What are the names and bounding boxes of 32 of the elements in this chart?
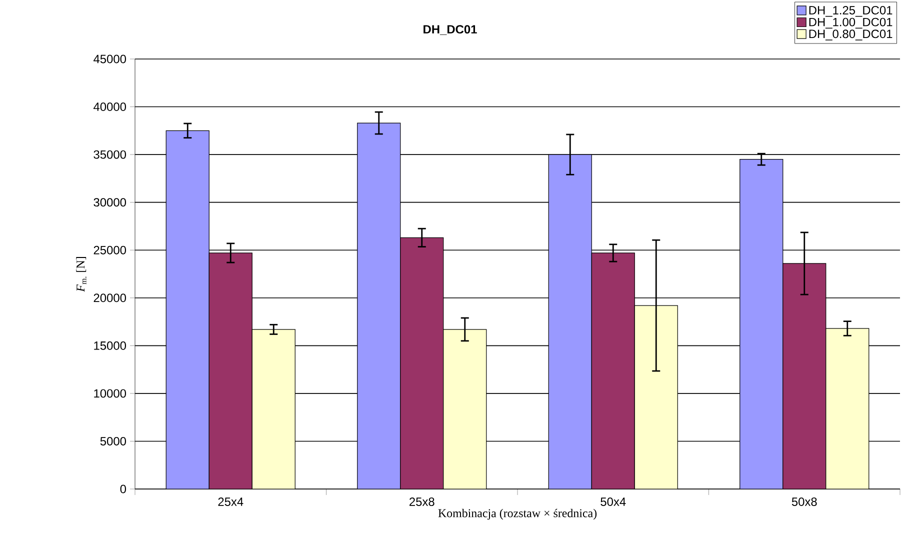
x-tick-label: 50x8: [792, 498, 817, 506]
bar: [209, 252, 252, 489]
y-axis-title: F$_{m.}$ [N]: [76, 257, 86, 292]
y-tick-label: 5000: [100, 436, 126, 446]
bar: [826, 328, 870, 489]
y-tick-label: 30000: [94, 198, 126, 207]
bar: [443, 329, 486, 489]
legend-label: DH_0.80_DC01: [809, 30, 892, 40]
y-tick-label: 15000: [94, 341, 126, 350]
y-tick-label: 40000: [94, 102, 126, 111]
bar: [740, 159, 784, 489]
y-tick-label: 20000: [94, 294, 126, 302]
chart-title: DH_DC01: [424, 25, 477, 35]
bar: [782, 263, 826, 489]
x-axis-title: Kombinacja (rozstaw × średnica): [438, 508, 597, 520]
bar: [252, 329, 296, 489]
bar: [166, 130, 210, 489]
legend-label: DH_1.25_DC01: [809, 6, 892, 17]
bar: [592, 252, 635, 489]
y-tick-label: 0: [120, 484, 126, 494]
y-tick-label: 45000: [94, 54, 126, 64]
bar: [400, 238, 444, 489]
y-tick-label: 25000: [94, 246, 126, 254]
y-tick-label: 35000: [94, 150, 126, 159]
y-tick-label: 10000: [94, 389, 126, 398]
x-tick-label: 25x4: [218, 498, 244, 506]
x-tick-label: 25x8: [410, 498, 434, 506]
bar: [634, 306, 678, 489]
bar: [548, 154, 592, 489]
legend-label: DH_1.00_DC01: [809, 18, 892, 29]
bar: [357, 123, 400, 489]
x-tick-label: 50x4: [600, 498, 626, 506]
